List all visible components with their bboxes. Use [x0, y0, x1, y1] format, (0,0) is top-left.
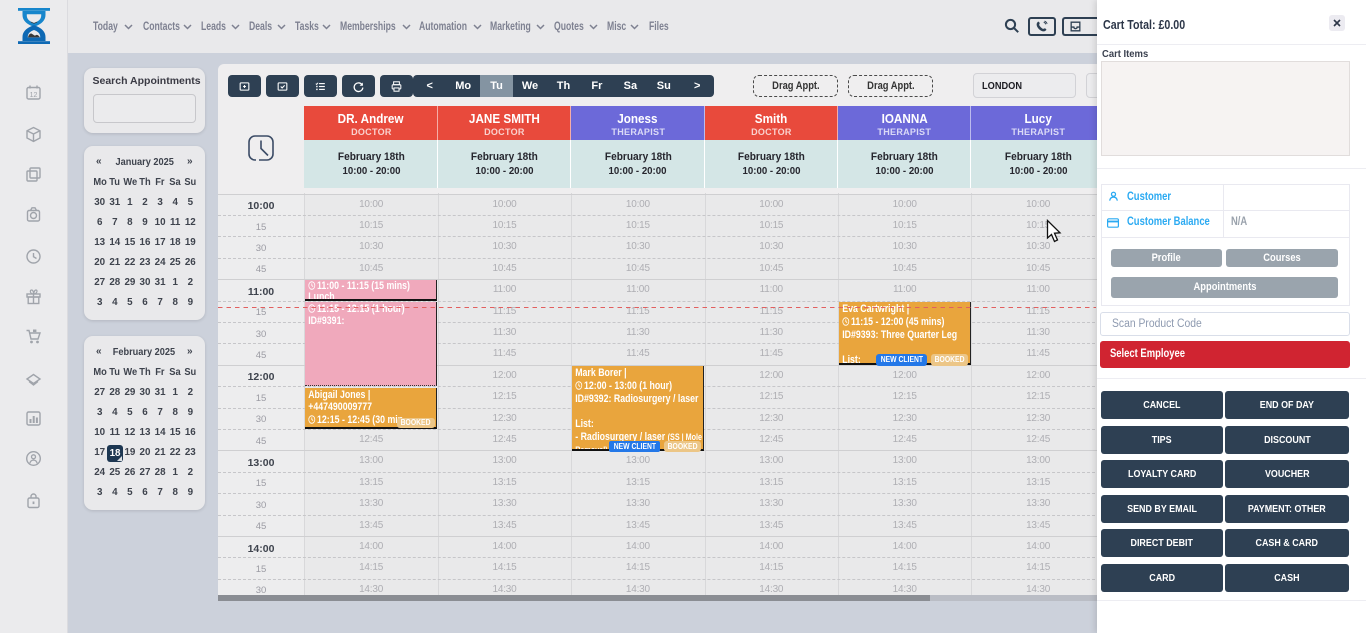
svg-text:12: 12	[30, 92, 38, 99]
